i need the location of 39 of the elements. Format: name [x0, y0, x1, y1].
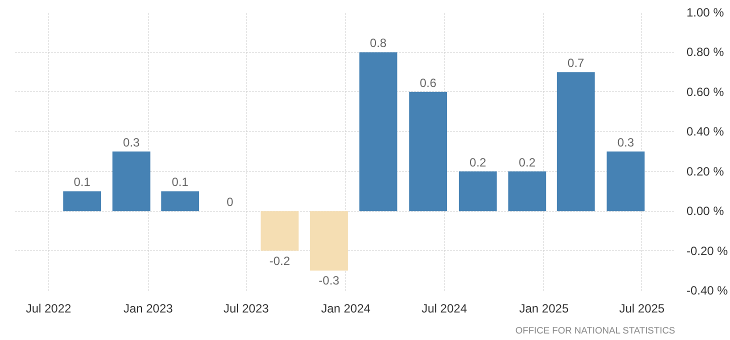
bar — [112, 152, 150, 212]
bar — [260, 211, 299, 251]
bar — [458, 171, 497, 212]
data-label: 0.3 — [123, 136, 140, 150]
y-tick-label: 0.00 % — [686, 204, 724, 218]
data-label: 0.1 — [172, 175, 189, 190]
x-tick-label: Jan 2024 — [321, 302, 371, 316]
data-label: 0.7 — [568, 56, 585, 70]
text: OFFICE FOR NATIONAL STATISTICS — [515, 326, 676, 336]
data-label: 0 — [226, 195, 234, 210]
y-tick-label: -0.20 % — [686, 244, 728, 258]
y-tick-label: 0.60 % — [686, 84, 724, 99]
bar — [508, 171, 546, 212]
y-tick-label: 0.20 % — [686, 164, 724, 178]
x-tick-label: Jul 2023 — [223, 302, 270, 316]
data-label: 0.1 — [74, 175, 91, 190]
y-tick-label: -0.40 % — [686, 284, 728, 298]
bar — [310, 211, 348, 271]
bar — [63, 191, 102, 212]
y-tick-label: 0.80 % — [686, 45, 724, 60]
x-tick-label: Jul 2022 — [26, 302, 72, 316]
data-label: 0.2 — [518, 155, 536, 170]
bar — [409, 92, 448, 212]
bar — [606, 152, 645, 212]
x-tick-label: Jan 2023 — [123, 302, 174, 316]
data-label: -0.3 — [318, 274, 340, 288]
data-label: 0.2 — [470, 155, 487, 170]
data-label: 0.8 — [370, 36, 387, 50]
data-label: -0.2 — [269, 254, 290, 268]
x-tick-label: Jan 2025 — [519, 302, 569, 316]
bar — [556, 72, 595, 212]
bar — [359, 52, 398, 212]
y-tick-label: 1.00 % — [686, 6, 724, 20]
x-tick-label: Jul 2024 — [422, 302, 468, 316]
x-tick-label: Jul 2025 — [619, 302, 665, 316]
bar — [161, 191, 200, 212]
data-label: 0.6 — [420, 76, 437, 90]
y-tick-label: 0.40 % — [686, 124, 724, 139]
data-label: 0.3 — [617, 136, 634, 150]
